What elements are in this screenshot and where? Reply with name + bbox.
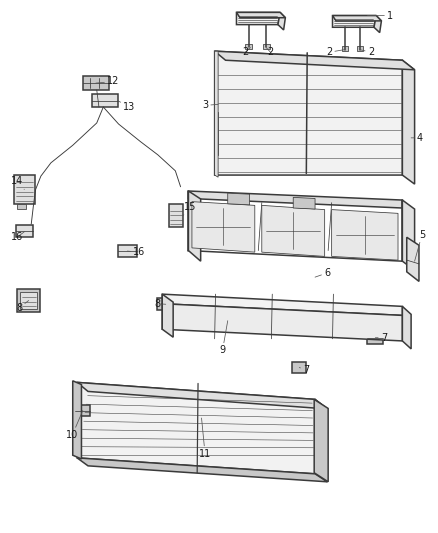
Text: 9: 9 — [219, 321, 228, 356]
Text: 2: 2 — [360, 47, 374, 57]
Text: 2: 2 — [266, 47, 274, 57]
Polygon shape — [169, 204, 183, 227]
Text: 16: 16 — [11, 231, 25, 243]
Polygon shape — [73, 381, 81, 459]
Text: 13: 13 — [118, 101, 136, 112]
Polygon shape — [215, 51, 415, 70]
Polygon shape — [14, 175, 35, 204]
Text: 15: 15 — [183, 202, 197, 215]
Polygon shape — [20, 292, 37, 309]
Text: 16: 16 — [127, 247, 146, 257]
Text: 11: 11 — [199, 418, 211, 458]
Polygon shape — [367, 332, 383, 344]
Polygon shape — [162, 304, 403, 341]
Polygon shape — [332, 15, 381, 21]
Polygon shape — [77, 382, 327, 409]
Polygon shape — [245, 44, 252, 49]
Polygon shape — [262, 205, 325, 256]
Text: 4: 4 — [411, 133, 423, 143]
Text: 7: 7 — [375, 333, 387, 343]
Polygon shape — [403, 200, 415, 270]
Polygon shape — [17, 289, 40, 312]
Polygon shape — [332, 209, 398, 260]
Text: 6: 6 — [315, 268, 330, 278]
Polygon shape — [17, 204, 26, 209]
Polygon shape — [162, 294, 173, 337]
Text: 14: 14 — [11, 176, 24, 189]
Polygon shape — [83, 76, 109, 90]
Polygon shape — [157, 298, 173, 310]
Text: 2: 2 — [242, 47, 251, 57]
Polygon shape — [228, 193, 250, 205]
Polygon shape — [77, 382, 315, 474]
Polygon shape — [342, 46, 348, 51]
Text: 2: 2 — [326, 47, 345, 57]
Text: 8: 8 — [154, 298, 166, 309]
Polygon shape — [188, 191, 403, 208]
Polygon shape — [75, 405, 90, 416]
Polygon shape — [188, 191, 201, 261]
Polygon shape — [293, 197, 315, 209]
Polygon shape — [237, 12, 280, 25]
Text: 7: 7 — [299, 365, 310, 375]
Text: 1: 1 — [367, 11, 393, 21]
Text: 12: 12 — [96, 77, 120, 86]
Polygon shape — [215, 51, 403, 175]
Polygon shape — [315, 399, 327, 482]
Polygon shape — [92, 94, 118, 107]
Polygon shape — [237, 12, 286, 18]
Polygon shape — [407, 237, 419, 281]
Text: 5: 5 — [415, 230, 425, 261]
Text: 8: 8 — [16, 301, 28, 313]
Polygon shape — [403, 306, 411, 349]
Text: 10: 10 — [66, 410, 83, 440]
Polygon shape — [374, 15, 381, 33]
Polygon shape — [357, 46, 363, 51]
Polygon shape — [215, 112, 218, 155]
Polygon shape — [77, 458, 327, 482]
Polygon shape — [403, 60, 415, 184]
Polygon shape — [332, 15, 376, 27]
Polygon shape — [314, 399, 328, 482]
Polygon shape — [118, 245, 137, 257]
Polygon shape — [215, 51, 218, 177]
Polygon shape — [16, 225, 33, 237]
Polygon shape — [263, 44, 270, 49]
Polygon shape — [192, 201, 255, 252]
Polygon shape — [162, 294, 403, 316]
Polygon shape — [278, 12, 286, 30]
Polygon shape — [292, 362, 306, 373]
Text: 3: 3 — [202, 100, 218, 110]
